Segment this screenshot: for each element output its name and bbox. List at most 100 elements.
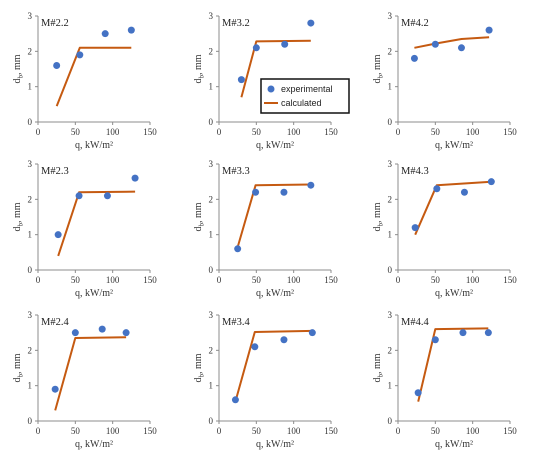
y-axis-label: db, mm [12, 353, 25, 382]
panel-title: M#3.3 [222, 166, 250, 177]
x-tick-label: 50 [252, 127, 262, 137]
y-tick-label: 3 [28, 310, 33, 320]
x-axis-label: q, kW/m² [75, 288, 113, 299]
experimental-point [280, 336, 288, 344]
calculated-line [417, 327, 489, 402]
y-tick-label: 2 [28, 46, 33, 56]
x-axis-label: q, kW/m² [256, 140, 294, 151]
x-tick-label: 150 [143, 127, 157, 137]
x-axis-label: q, kW/m² [256, 439, 294, 450]
y-axis-label-subscript: b [198, 374, 206, 378]
y-axis-label-subscript: b [377, 75, 385, 79]
experimental-point [98, 325, 106, 333]
y-tick-label: 3 [388, 310, 393, 320]
experimental-point [231, 396, 239, 404]
y-tick-label: 3 [209, 310, 214, 320]
experimental-point [459, 329, 467, 337]
x-tick-label: 50 [431, 426, 441, 436]
x-tick-label: 50 [252, 426, 262, 436]
legend-box [260, 78, 350, 114]
y-tick-label: 1 [388, 230, 393, 240]
experimental-point [307, 19, 315, 27]
x-axis-label: q, kW/m² [435, 288, 473, 299]
experimental-point [487, 178, 495, 186]
experimental-point [127, 26, 135, 34]
x-axis-label: q, kW/m² [435, 439, 473, 450]
y-axis-label: db, mm [12, 202, 25, 231]
experimental-point [485, 26, 493, 34]
experimental-point [76, 51, 84, 59]
calculated-line [55, 46, 132, 107]
y-tick-label: 0 [209, 416, 214, 426]
experimental-point [484, 329, 492, 337]
experimental-point [281, 40, 289, 48]
calculated-line [236, 183, 311, 248]
x-tick-label: 150 [503, 426, 517, 436]
y-tick-label: 3 [388, 159, 393, 169]
y-tick-label: 2 [388, 46, 393, 56]
y-axis-label-subscript: b [17, 223, 25, 227]
x-tick-label: 100 [287, 127, 301, 137]
y-tick-label: 1 [209, 381, 214, 391]
y-axis-label-main: d [193, 378, 204, 383]
legend-experimental-marker [267, 85, 275, 93]
chart-panel-7: 0 1 2 3 0 50 100 150 q, kW/m² db, mm M#2.4 [12, 310, 157, 450]
x-tick-label: 0 [36, 127, 41, 137]
x-tick-label: 0 [36, 275, 41, 285]
chart-panel-6: 0 1 2 3 0 50 100 150 q, kW/m² db, mm M#4.3 [372, 159, 517, 299]
x-tick-label: 100 [287, 426, 301, 436]
x-tick-label: 150 [324, 127, 338, 137]
panel-title: M#3.2 [222, 18, 250, 29]
y-tick-label: 2 [28, 194, 33, 204]
x-tick-label: 100 [106, 426, 120, 436]
y-tick-label: 2 [209, 345, 214, 355]
x-axis-label: q, kW/m² [75, 439, 113, 450]
experimental-point [75, 192, 83, 200]
y-axis-label-unit: , mm [372, 54, 383, 75]
experimental-point [103, 192, 111, 200]
legend: experimental calculated [260, 78, 350, 114]
x-tick-label: 50 [71, 426, 81, 436]
experimental-point [252, 188, 260, 196]
chart-panel-1: 0 1 2 3 0 50 100 150 q, kW/m² db, mm M#2.2 [12, 11, 157, 151]
experimental-point [411, 224, 419, 232]
x-tick-label: 0 [36, 426, 41, 436]
y-axis-label-subscript: b [377, 374, 385, 378]
calculated-line [240, 39, 311, 98]
experimental-point [414, 389, 422, 397]
x-tick-label: 0 [217, 426, 222, 436]
y-tick-label: 3 [209, 11, 214, 21]
y-axis-label-main: d [372, 79, 383, 84]
calculated-line [57, 190, 136, 257]
x-tick-label: 0 [396, 426, 401, 436]
y-axis-label-subscript: b [198, 223, 206, 227]
y-axis-label: db, mm [12, 54, 25, 83]
experimental-point [131, 174, 139, 182]
y-axis-label-unit: , mm [12, 202, 23, 223]
experimental-point [431, 336, 439, 344]
x-tick-label: 150 [503, 127, 517, 137]
y-axis-label-main: d [12, 227, 23, 232]
x-tick-label: 100 [466, 127, 480, 137]
y-tick-label: 3 [28, 159, 33, 169]
x-tick-label: 100 [466, 426, 480, 436]
panel-title: M#2.2 [41, 18, 69, 29]
x-tick-label: 50 [71, 127, 81, 137]
calculated-line [414, 36, 490, 49]
x-tick-label: 150 [324, 275, 338, 285]
y-axis-label-unit: , mm [193, 353, 204, 374]
x-tick-label: 0 [217, 275, 222, 285]
y-axis-label-unit: , mm [12, 54, 23, 75]
chart-panel-9: 0 1 2 3 0 50 100 150 q, kW/m² db, mm M#4.4 [372, 310, 517, 450]
y-tick-label: 1 [388, 82, 393, 92]
y-axis-label-main: d [12, 79, 23, 84]
y-axis-label: db, mm [372, 202, 385, 231]
y-tick-label: 2 [209, 46, 214, 56]
experimental-point [410, 54, 418, 62]
experimental-point [307, 181, 315, 189]
x-tick-label: 150 [324, 426, 338, 436]
x-tick-label: 0 [396, 127, 401, 137]
experimental-point [237, 76, 245, 84]
experimental-point [252, 44, 260, 52]
calculated-line [234, 329, 313, 402]
